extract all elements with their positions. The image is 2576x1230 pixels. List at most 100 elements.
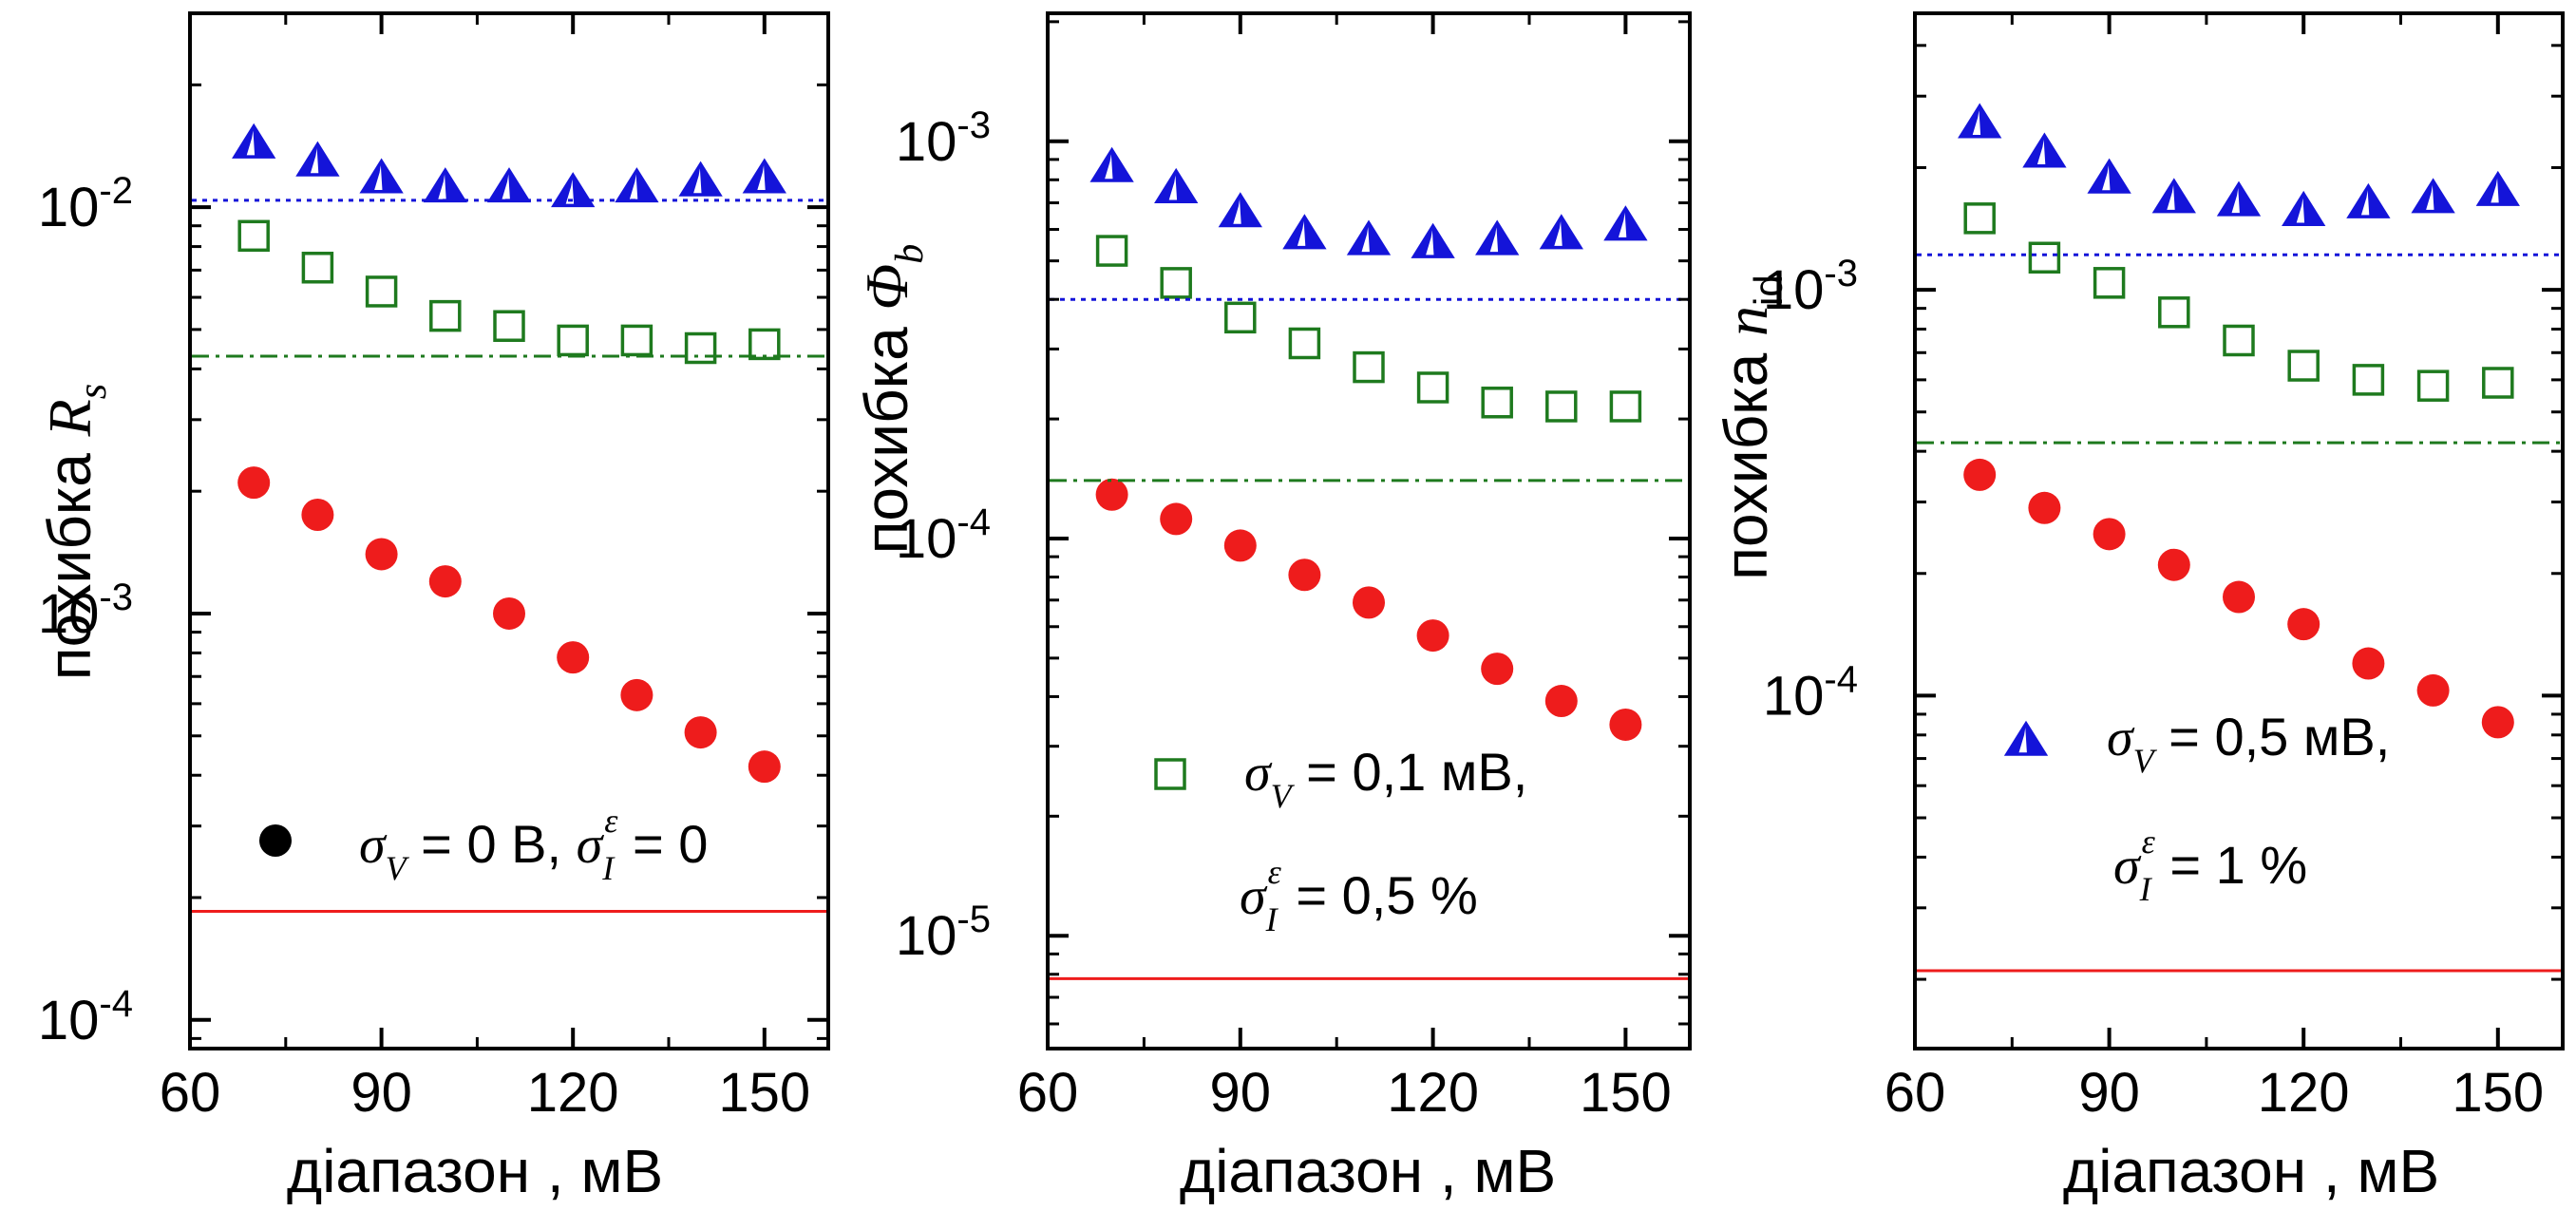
data-point-circle [2481,706,2514,739]
data-point-circle [748,750,781,784]
data-point-triangle [2411,178,2455,214]
data-point-circle [237,466,271,500]
data-point-triangle [678,161,723,197]
data-marks [1089,146,1648,741]
data-point-square [1353,350,1385,384]
data-point-circle [2352,647,2385,680]
data-point-circle [1416,619,1449,653]
data-point-circle [2157,548,2190,581]
data-point-circle [2287,608,2320,641]
data-point-triangle [1603,205,1648,241]
x-tick-label: 90 [1210,1062,1272,1124]
data-point-circle [1160,502,1193,536]
data-point-triangle [486,167,532,203]
x-tick-label: 120 [2258,1062,2350,1124]
panel-rs: 60 90 120 150 10-4 10-3 10-2 похибка Rs діапаз… [35,11,830,1205]
x-axis-label: діапазон , мВ [2063,1137,2439,1205]
x-tick-label: 60 [160,1062,221,1124]
data-point-circle [684,716,717,749]
plot-frame [188,11,830,1050]
y-tick-label: 10-4 [1763,658,1858,727]
data-marks [1958,103,2520,739]
data-point-circle [1353,586,1385,619]
data-point-square [301,252,334,284]
data-point-square [365,275,398,308]
x-tick-label: 150 [2452,1062,2544,1124]
data-point-square [1095,235,1128,267]
data-point-circle [2028,491,2061,524]
data-point-triangle [2282,190,2326,226]
data-point-circle [365,538,398,571]
data-point-square [2287,350,2320,382]
data-point-square [1963,202,1996,235]
axis-ticks: 60 90 120 150 10-4 10-3 10-2 [38,11,828,1124]
data-point-square [2093,267,2126,299]
y-tick-label: 10-3 [1763,253,1858,321]
x-axis-label: діапазон , мВ [287,1137,663,1205]
y-tick-label: 10-2 [38,170,133,238]
data-point-square [748,328,781,361]
x-tick-label: 90 [2078,1062,2140,1124]
data-point-triangle [2475,170,2520,206]
data-point-circle [2416,673,2450,707]
legend-label-line2: σIε = 1 % [2113,823,2307,908]
data-point-square [1416,371,1449,404]
data-point-square [1545,390,1578,423]
data-point-circle [1095,478,1128,511]
x-tick-label: 150 [1580,1062,1672,1124]
data-marks [232,123,786,784]
data-point-circle [493,596,525,630]
data-point-circle [1544,685,1578,718]
data-point-triangle [1346,219,1392,255]
panel-phib: 60 90 120 150 10-5 10-4 10-3 похибка Φb діапаз… [852,11,1692,1205]
data-point-triangle [295,141,340,177]
data-point-triangle [742,158,786,194]
data-point-square [1609,390,1642,423]
data-point-triangle [1218,192,1262,228]
x-tick-label: 60 [1885,1062,1946,1124]
data-point-triangle [1154,167,1199,203]
data-point-triangle [2216,180,2262,217]
data-point-triangle [1539,214,1583,250]
reference-lines [1050,297,1688,980]
data-point-circle [1609,708,1642,741]
data-point-circle [1288,558,1321,592]
legend-label-line1: σV = 0,5 мВ, [2107,707,2390,780]
data-point-square [2482,367,2514,399]
data-point-circle [557,641,590,674]
data-point-square [2028,241,2061,274]
y-axis-label: похибка Rs [35,384,115,680]
legend-triangle [2003,720,2049,756]
x-tick-label: 120 [527,1062,619,1124]
data-point-square [1481,387,1513,419]
data-point-square [2223,324,2255,357]
legend-label-line1: σV = 0,1 мВ, [1244,742,1527,815]
legend-marker-circle [259,824,292,857]
data-point-triangle [2151,178,2196,214]
reference-lines [1917,253,2561,973]
data-point-circle [301,498,334,531]
legend-marker-square [1154,758,1186,790]
y-tick-label: 10-4 [896,501,991,570]
data-point-square [493,310,525,342]
reference-lines [192,199,826,913]
data-point-circle [2093,518,2126,551]
data-point-triangle [1475,219,1520,255]
y-tick-label: 10-4 [38,983,133,1051]
data-point-circle [1481,653,1514,686]
data-point-triangle [1282,214,1327,250]
data-point-square [620,324,653,357]
x-tick-label: 90 [350,1062,412,1124]
data-point-circle [1963,458,1997,491]
data-point-triangle [2022,132,2067,168]
data-point-square [2352,364,2385,396]
panel-nid: 60 90 120 150 10-4 10-3 похибка nid діапазон … [1712,11,2565,1205]
data-point-square [237,219,270,253]
data-point-square [1160,267,1192,299]
data-point-triangle [2346,182,2391,218]
data-point-circle [620,678,653,711]
y-axis-label: похибка Φb [852,244,932,554]
plot-frame [1913,11,2565,1050]
y-tick-label: 10-3 [896,104,991,173]
x-axis-label: діапазон , мВ [1180,1137,1556,1205]
